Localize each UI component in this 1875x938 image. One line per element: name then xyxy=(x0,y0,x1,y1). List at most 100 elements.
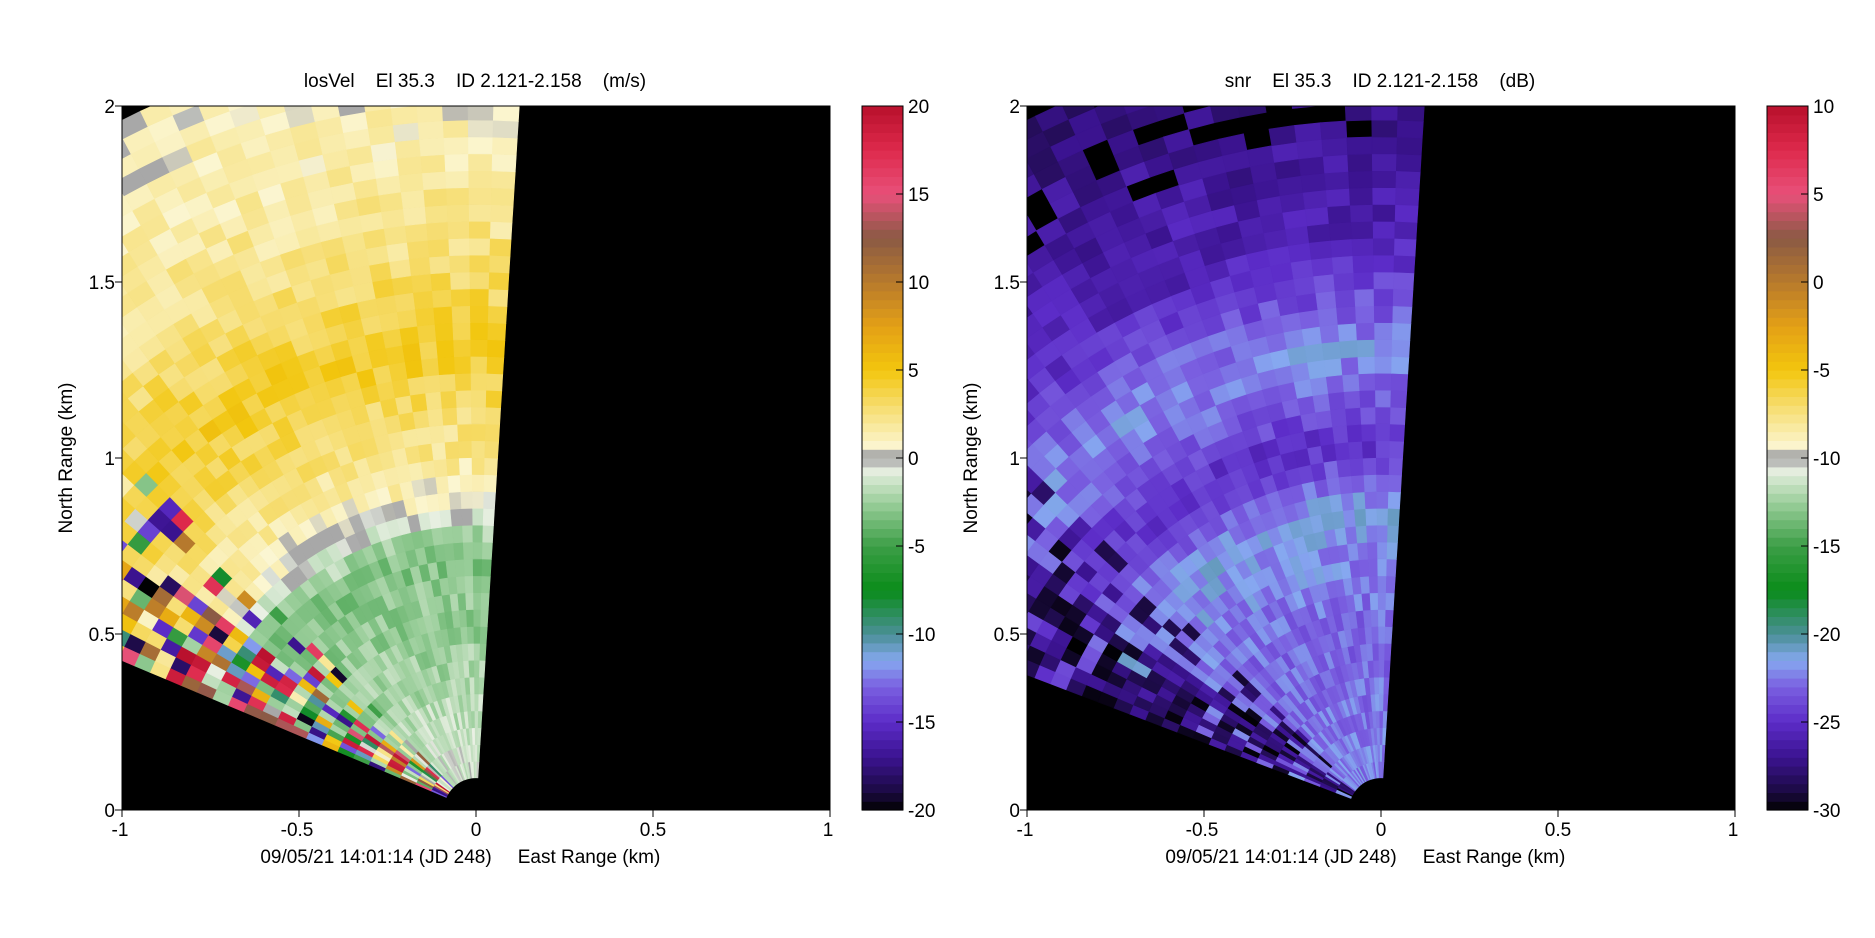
x-tick-label: 0.5 xyxy=(640,820,666,841)
colorbar-band xyxy=(862,167,903,177)
radar-cell xyxy=(59,223,89,251)
colorbar-band xyxy=(1767,563,1808,573)
radar-cell xyxy=(473,642,481,661)
y-tick: 0.5 xyxy=(994,625,1027,646)
colorbar-band xyxy=(1767,290,1808,301)
colorbar-band xyxy=(862,150,903,160)
colorbar-band xyxy=(862,343,903,353)
radar-cell xyxy=(122,612,123,615)
colorbar-band xyxy=(1767,387,1808,397)
radar-cell xyxy=(68,346,96,373)
radar-cell xyxy=(396,155,423,176)
radar-cell xyxy=(4,531,28,556)
colorbar-band xyxy=(1767,634,1808,644)
colorbar: -20 -15 -10 -5 0 5 10 15 20 xyxy=(861,97,935,822)
radar-cell xyxy=(388,361,409,382)
radar-cell xyxy=(449,254,471,273)
radar-cell xyxy=(61,180,93,209)
x-tick: 0 xyxy=(471,810,481,841)
radar-cell xyxy=(1210,106,1241,124)
radar-cell xyxy=(1371,626,1380,644)
y-tick-label: 1.5 xyxy=(994,273,1020,294)
radar-cell xyxy=(1384,626,1393,644)
radar-cell xyxy=(1348,170,1373,189)
colorbar-band xyxy=(1767,414,1808,424)
radar-cell xyxy=(994,244,1024,272)
radar-cell xyxy=(373,158,400,179)
y-tick: 0.5 xyxy=(89,625,122,646)
radar-cell xyxy=(448,491,462,510)
chart-snr: snr El 35.3 ID 2.121-2.158 (dB) -1 -0.5 … xyxy=(917,71,1840,868)
radar-cell xyxy=(471,406,487,425)
radar-cell xyxy=(482,524,494,543)
radar-cell xyxy=(411,37,440,56)
y-tick-label: 0 xyxy=(1009,801,1020,822)
radar-cell xyxy=(988,534,1012,558)
radar-cell xyxy=(192,79,224,104)
colorbar-bands xyxy=(1767,106,1808,811)
radar-cell xyxy=(1372,220,1396,239)
radar-cell xyxy=(87,398,113,424)
x-tick: 1 xyxy=(823,810,833,841)
radar-cell xyxy=(1392,305,1413,324)
radar-cell xyxy=(80,209,111,237)
radar-cell xyxy=(285,106,316,129)
colorbar-band xyxy=(1767,378,1808,389)
radar-cell xyxy=(1376,727,1381,745)
radar-cell xyxy=(385,344,406,366)
radar-cell xyxy=(1322,154,1349,174)
y-tick-label: 2 xyxy=(1009,97,1020,118)
radar-cell xyxy=(1373,305,1394,324)
radar-cell xyxy=(946,609,969,632)
radar-cell xyxy=(445,559,457,578)
radar-cell xyxy=(70,589,93,611)
radar-cell xyxy=(1375,710,1381,729)
radar-cell xyxy=(85,475,110,500)
colorbar-band xyxy=(1767,282,1808,292)
radar-cell xyxy=(408,256,432,277)
radar-cell xyxy=(487,305,508,324)
radar-cell xyxy=(300,50,331,72)
radar-cell xyxy=(445,170,470,189)
colorbar-band xyxy=(862,123,903,133)
radar-cell xyxy=(1332,424,1349,444)
colorbar-band xyxy=(1767,220,1808,230)
colorbar-band xyxy=(1767,590,1808,600)
radar-cell xyxy=(961,616,983,638)
radar-cell xyxy=(1027,408,1036,427)
radar-cell xyxy=(1356,339,1376,358)
radar-cell xyxy=(57,542,81,566)
radar-cell xyxy=(1372,237,1396,256)
radar-cell xyxy=(1330,408,1348,428)
radar-cell xyxy=(40,572,63,595)
x-tick: -0.5 xyxy=(1186,810,1218,841)
x-tick-label: 1 xyxy=(1728,820,1739,841)
radar-cell xyxy=(7,407,34,434)
radar-cell xyxy=(1354,288,1375,307)
radar-cell xyxy=(448,237,471,257)
radar-cell xyxy=(484,423,501,442)
radar-cell xyxy=(79,359,106,386)
radar-cell xyxy=(415,307,436,327)
colorbar-band xyxy=(1767,519,1808,529)
radar-cell xyxy=(19,253,49,282)
radar-cell xyxy=(479,626,488,644)
radar-cell xyxy=(28,224,59,253)
radar-cell xyxy=(461,507,474,526)
radar-cell xyxy=(1302,189,1328,210)
colorbar-band xyxy=(1767,783,1808,793)
colorbar-band xyxy=(1767,572,1808,582)
radar-cell xyxy=(8,462,34,488)
colorbar-band xyxy=(862,229,903,239)
y-tick: 1 xyxy=(104,449,122,470)
y-axis-label: North Range (km) xyxy=(961,383,982,534)
radar-cell xyxy=(394,292,416,313)
radar-cell xyxy=(917,484,943,510)
colorbar-band xyxy=(862,255,903,265)
radar-cell xyxy=(940,545,964,570)
colorbar-band xyxy=(862,396,903,406)
radar-cell xyxy=(455,389,472,408)
radar-cell xyxy=(1383,659,1391,678)
radar-cell xyxy=(1334,289,1356,308)
radar-cell xyxy=(0,243,8,273)
